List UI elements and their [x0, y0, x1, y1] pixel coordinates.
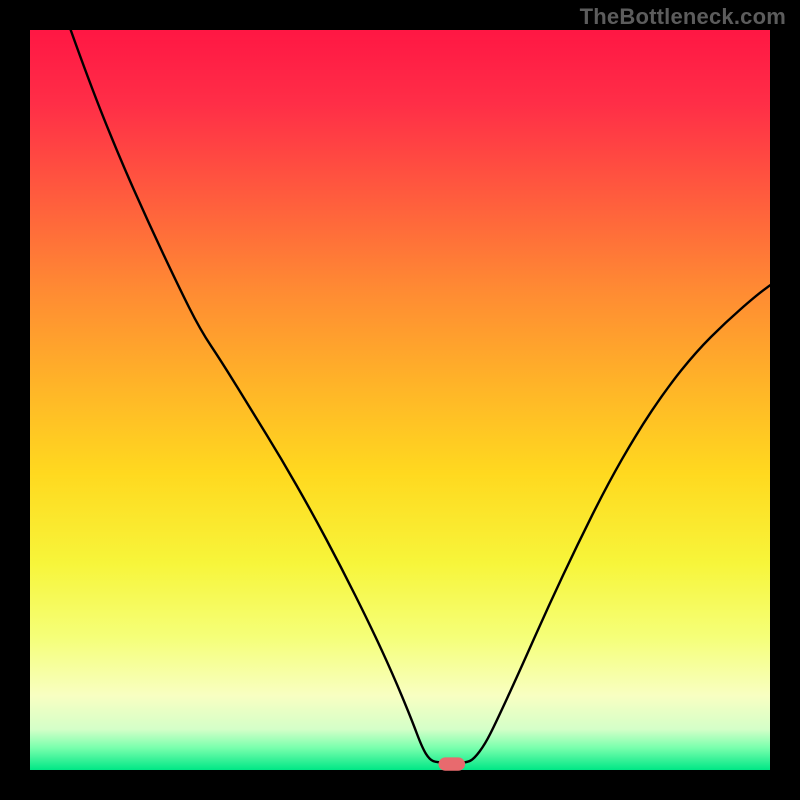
watermark-label: TheBottleneck.com — [580, 4, 786, 30]
bottleneck-chart — [0, 0, 800, 800]
optimal-marker — [438, 757, 465, 770]
chart-container: TheBottleneck.com — [0, 0, 800, 800]
